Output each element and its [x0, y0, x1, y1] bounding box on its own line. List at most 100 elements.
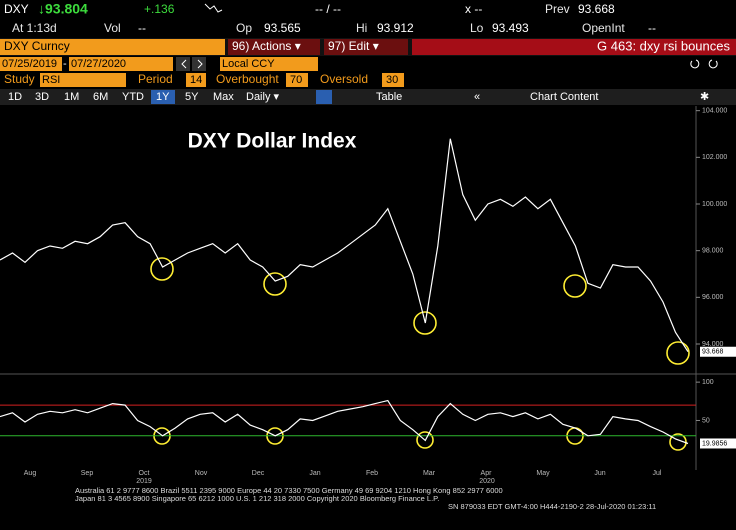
bar-style[interactable]: [316, 90, 332, 104]
hi: 93.912: [377, 21, 414, 35]
range-selected: [151, 90, 175, 104]
lo: 93.493: [492, 21, 529, 35]
change: +.136: [144, 2, 175, 16]
ticker: DXY: [4, 2, 29, 16]
range-button[interactable]: YTD: [122, 91, 144, 103]
vol-label: Vol: [104, 21, 121, 35]
security-field[interactable]: [0, 39, 225, 55]
ob: 70: [290, 74, 302, 86]
y-tick-label: 94.000: [702, 341, 724, 348]
hi-label: Hi: [356, 21, 367, 35]
y-tick-label: 100: [702, 379, 714, 386]
x-tick-label: May: [536, 470, 550, 477]
range-button[interactable]: 1Y: [156, 91, 170, 103]
last-value: 93.668: [702, 349, 724, 356]
edit-button[interactable]: [324, 39, 408, 55]
last-value: 19.9856: [702, 440, 727, 447]
actions: 96) Actions ▾: [232, 39, 301, 53]
x-tick-label: Oct: [139, 470, 150, 477]
collapse[interactable]: «: [474, 91, 480, 103]
period-label: Period: [138, 72, 173, 86]
annotation-circle: [150, 257, 174, 281]
x-tick-label: Jan: [309, 470, 320, 477]
start-field[interactable]: [0, 57, 62, 71]
year-label: 2020: [479, 478, 495, 485]
y-tick-label: 102.000: [702, 154, 727, 161]
range-button[interactable]: 1D: [8, 91, 22, 103]
footer-line: SN 879033 EDT GMT-4:00 H444-2190-2 28-Ju…: [448, 502, 656, 511]
lo-label: Lo: [470, 21, 484, 35]
prev-button[interactable]: [176, 57, 190, 71]
ob-label: Overbought: [216, 72, 279, 86]
annotation-circle: [263, 272, 287, 296]
range-button[interactable]: 5Y: [185, 91, 199, 103]
period-field[interactable]: [186, 73, 206, 87]
time: At 1:13d: [12, 21, 57, 35]
range-button[interactable]: 6M: [93, 91, 108, 103]
last-value-box: [700, 438, 736, 449]
x-tick-label: Jul: [653, 470, 662, 477]
size: x --: [465, 2, 482, 16]
ccy-field[interactable]: [220, 57, 318, 71]
os-field[interactable]: [382, 73, 404, 87]
next-button[interactable]: [192, 57, 206, 71]
x-tick-label: Dec: [252, 470, 265, 477]
x-tick-label: Jun: [594, 470, 605, 477]
actions-button[interactable]: [228, 39, 320, 55]
prev-label: Prev: [545, 2, 570, 16]
study-field[interactable]: [40, 73, 126, 87]
x-tick-label: Mar: [423, 470, 436, 477]
os-label: Oversold: [320, 72, 368, 86]
last-price: ↓93.804: [38, 1, 88, 17]
arrows: [181, 59, 203, 69]
x-tick-label: Apr: [481, 470, 493, 477]
range-bar: [0, 89, 736, 105]
page-banner: [412, 39, 736, 55]
settings[interactable]: ✱: [700, 91, 709, 103]
chart-title: DXY Dollar Index: [188, 130, 357, 153]
table[interactable]: Table: [376, 91, 402, 103]
sparkline: [204, 3, 223, 13]
chart-content[interactable]: Chart Content: [530, 91, 598, 103]
date-dash: -: [63, 58, 67, 70]
y-tick-label: 96.000: [702, 294, 724, 301]
range-button[interactable]: Max: [213, 91, 234, 103]
oi: --: [648, 21, 656, 35]
oi-label: OpenInt: [582, 21, 625, 35]
end-field[interactable]: [69, 57, 173, 71]
op: 93.565: [264, 21, 301, 35]
frequency[interactable]: Daily ▾: [246, 91, 280, 103]
year-label: 2019: [136, 478, 152, 485]
y-tick-label: 100.000: [702, 201, 727, 208]
edit: 97) Edit ▾: [328, 39, 379, 53]
annotation-circle: [413, 311, 437, 335]
annotation-circle: [666, 341, 690, 365]
period: 14: [190, 74, 202, 86]
series-line: [0, 138, 689, 353]
undo-redo[interactable]: [690, 59, 718, 69]
vol: --: [138, 21, 146, 35]
x-tick-label: Sep: [81, 470, 94, 477]
y-tick-label: 104.000: [702, 108, 727, 115]
range-button[interactable]: 1M: [64, 91, 79, 103]
y-tick-label: 50: [702, 417, 710, 424]
footer-line: Japan 81 3 4565 8900 Singapore 65 6212 1…: [75, 494, 439, 503]
annotation-circle: [563, 274, 587, 298]
annotation-circle: [669, 433, 687, 451]
security: DXY Curncy: [4, 39, 70, 53]
start-date: 07/25/2019: [2, 58, 57, 70]
op-label: Op: [236, 21, 252, 35]
ob-field[interactable]: [286, 73, 308, 87]
prev: 93.668: [578, 2, 615, 16]
os: 30: [386, 74, 398, 86]
annotation-circle: [416, 431, 434, 449]
x-tick-label: Nov: [195, 470, 208, 477]
range-button[interactable]: 3D: [35, 91, 49, 103]
footer-line: Australia 61 2 9777 8600 Brazil 5511 239…: [75, 486, 503, 495]
study-label: Study: [4, 72, 35, 86]
x-tick-label: Aug: [24, 470, 37, 477]
x-tick-label: Feb: [366, 470, 378, 477]
last-value-box: [700, 346, 736, 357]
y-tick-label: 98.000: [702, 248, 724, 255]
series-line: [0, 399, 689, 445]
